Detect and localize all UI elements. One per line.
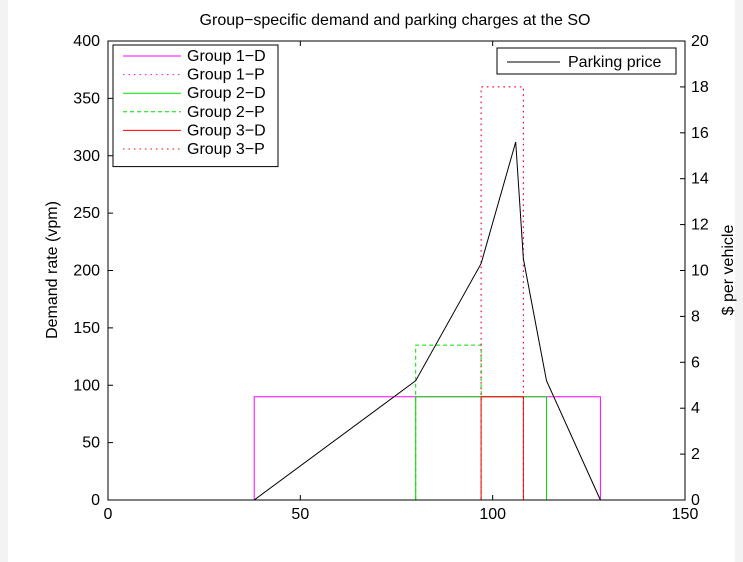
right-tick-label: 6 bbox=[691, 354, 700, 371]
left-axis-label: Demand rate (vpm) bbox=[44, 201, 61, 339]
left-axis-ticks: 0 50 100 150 200 250 300 350 400 bbox=[73, 33, 113, 509]
series-line-group-1-d bbox=[108, 396, 635, 501]
right-tick-label: 16 bbox=[691, 125, 709, 142]
legend-label-group-2-d: Group 2−D bbox=[187, 85, 266, 102]
x-tick-label: 50 bbox=[291, 506, 309, 523]
chart-title: Group−specific demand and parking charge… bbox=[200, 12, 591, 29]
left-tick-label: 200 bbox=[73, 263, 100, 280]
legend-parking-price: Parking price bbox=[496, 47, 677, 75]
legend-box bbox=[112, 44, 279, 168]
window-frame-right bbox=[735, 0, 743, 562]
legend-label-group-1-p: Group 1−P bbox=[187, 67, 265, 84]
left-tick-label: 100 bbox=[73, 377, 100, 394]
right-tick-label: 0 bbox=[691, 492, 700, 509]
series-line-group-3-d bbox=[108, 396, 635, 501]
left-tick-label: 150 bbox=[73, 320, 100, 337]
legend-label-parking-price: Parking price bbox=[568, 54, 661, 71]
right-axis-label: $ per vehicle bbox=[720, 225, 737, 316]
right-tick-label: 12 bbox=[691, 217, 709, 234]
left-tick-label: 50 bbox=[82, 435, 100, 452]
left-tick-label: 400 bbox=[73, 33, 100, 50]
series-line-parking-price bbox=[253, 141, 601, 501]
legend-box bbox=[496, 47, 677, 75]
left-tick-label: 0 bbox=[91, 492, 100, 509]
right-tick-label: 18 bbox=[691, 79, 709, 96]
right-tick-label: 4 bbox=[691, 400, 700, 417]
legend-label-group-1-d: Group 1−D bbox=[187, 48, 266, 65]
legend-label-group-3-d: Group 3−D bbox=[187, 122, 266, 139]
left-tick-label: 350 bbox=[73, 90, 100, 107]
x-tick-label: 150 bbox=[672, 506, 699, 523]
x-tick-label: 100 bbox=[479, 506, 506, 523]
right-axis-ticks: 0 2 4 6 8 10 12 14 16 18 20 bbox=[680, 33, 709, 509]
right-tick-label: 10 bbox=[691, 263, 709, 280]
right-tick-label: 2 bbox=[691, 446, 700, 463]
x-tick-label: 0 bbox=[104, 506, 113, 523]
right-tick-label: 20 bbox=[691, 33, 709, 50]
right-tick-label: 14 bbox=[691, 171, 709, 188]
series-line-group-2-d bbox=[108, 396, 635, 501]
right-tick-label: 8 bbox=[691, 308, 700, 325]
series-line-group-2-p bbox=[108, 344, 635, 501]
legend-label-group-3-p: Group 3−P bbox=[187, 141, 265, 158]
legend-label-group-2-p: Group 2−P bbox=[187, 104, 265, 121]
window-frame-left bbox=[0, 0, 8, 562]
x-axis-ticks: 0 50 100 150 bbox=[104, 41, 699, 523]
left-tick-label: 300 bbox=[73, 148, 100, 165]
left-tick-label: 250 bbox=[73, 205, 100, 222]
